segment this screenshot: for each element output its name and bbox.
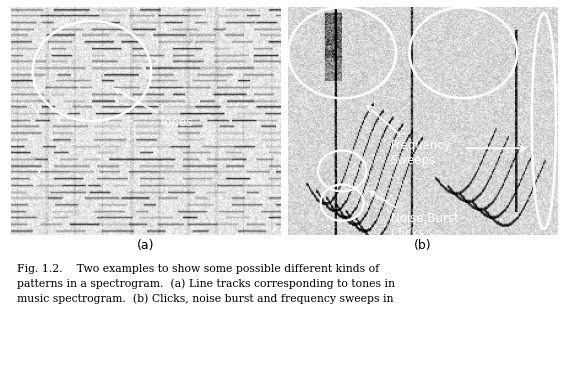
Text: Tones: Tones [115, 89, 193, 130]
Text: (b): (b) [414, 238, 432, 252]
Text: Frequency
Sweeps: Frequency Sweeps [367, 106, 452, 167]
Text: Fig. 1.2.    Two examples to show some possible different kinds of
patterns in a: Fig. 1.2. Two examples to show some poss… [17, 263, 395, 304]
Text: Noise Burst
Clicks: Noise Burst Clicks [370, 192, 458, 240]
Text: (a): (a) [137, 238, 154, 252]
